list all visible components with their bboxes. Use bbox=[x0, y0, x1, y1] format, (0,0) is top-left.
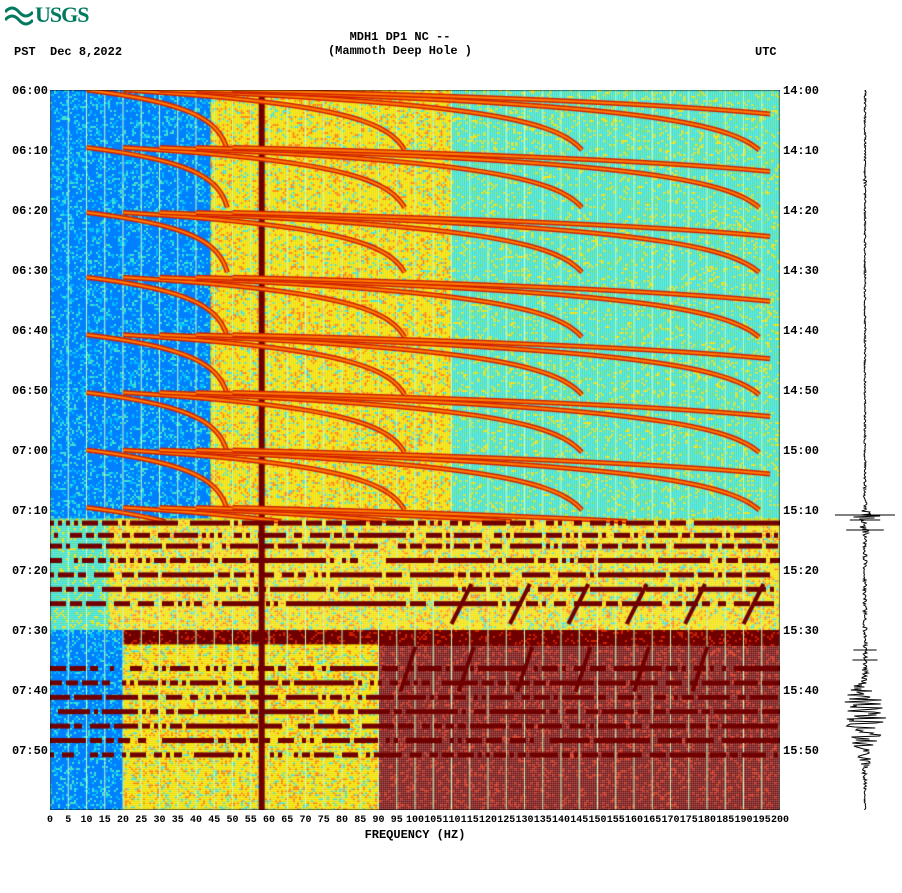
left-tick-label: 06:30 bbox=[8, 264, 48, 278]
x-tick-label: 35 bbox=[168, 815, 188, 826]
right-tick-label: 15:50 bbox=[783, 744, 828, 758]
x-tick-label: 105 bbox=[423, 815, 443, 826]
right-tick-label: 14:50 bbox=[783, 384, 828, 398]
usgs-logo: USGS bbox=[5, 2, 88, 28]
chart-title-line1: MDH1 DP1 NC -- bbox=[0, 30, 800, 44]
x-tick-label: 85 bbox=[350, 815, 370, 826]
x-tick-label: 95 bbox=[387, 815, 407, 826]
x-tick-label: 70 bbox=[296, 815, 316, 826]
x-tick-label: 80 bbox=[332, 815, 352, 826]
left-tick-label: 06:00 bbox=[8, 84, 48, 98]
x-tick-label: 120 bbox=[478, 815, 498, 826]
x-tick-label: 20 bbox=[113, 815, 133, 826]
x-tick-label: 75 bbox=[314, 815, 334, 826]
left-tz-date: PST Dec 8,2022 bbox=[14, 45, 122, 59]
left-tick-label: 06:50 bbox=[8, 384, 48, 398]
right-tick-label: 15:00 bbox=[783, 444, 828, 458]
x-tick-label: 150 bbox=[588, 815, 608, 826]
right-tick-label: 14:10 bbox=[783, 144, 828, 158]
x-tick-label: 90 bbox=[369, 815, 389, 826]
x-tick-label: 100 bbox=[405, 815, 425, 826]
x-tick-label: 140 bbox=[551, 815, 571, 826]
x-tick-label: 195 bbox=[752, 815, 772, 826]
x-tick-label: 200 bbox=[770, 815, 790, 826]
logo-text: USGS bbox=[35, 2, 88, 28]
x-tick-label: 55 bbox=[241, 815, 261, 826]
right-tick-label: 15:40 bbox=[783, 684, 828, 698]
right-tick-label: 14:00 bbox=[783, 84, 828, 98]
x-tick-label: 185 bbox=[715, 815, 735, 826]
right-tick-label: 15:20 bbox=[783, 564, 828, 578]
x-tick-label: 190 bbox=[734, 815, 754, 826]
wave-icon bbox=[5, 4, 33, 26]
x-tick-label: 165 bbox=[642, 815, 662, 826]
right-tick-label: 14:30 bbox=[783, 264, 828, 278]
left-tick-label: 07:50 bbox=[8, 744, 48, 758]
date-label: Dec 8,2022 bbox=[50, 45, 122, 59]
right-tick-label: 15:30 bbox=[783, 624, 828, 638]
x-tick-label: 25 bbox=[131, 815, 151, 826]
right-tick-label: 14:20 bbox=[783, 204, 828, 218]
spectrogram-canvas bbox=[50, 90, 780, 810]
spectrogram-plot bbox=[50, 90, 780, 810]
left-tick-label: 07:10 bbox=[8, 504, 48, 518]
x-tick-label: 125 bbox=[496, 815, 516, 826]
x-tick-label: 145 bbox=[569, 815, 589, 826]
left-tick-label: 07:40 bbox=[8, 684, 48, 698]
x-tick-label: 170 bbox=[661, 815, 681, 826]
x-tick-label: 50 bbox=[223, 815, 243, 826]
left-tick-label: 06:20 bbox=[8, 204, 48, 218]
x-tick-label: 40 bbox=[186, 815, 206, 826]
right-tz: UTC bbox=[755, 45, 777, 59]
x-tick-label: 160 bbox=[624, 815, 644, 826]
x-tick-label: 15 bbox=[95, 815, 115, 826]
x-tick-label: 5 bbox=[58, 815, 78, 826]
x-tick-label: 130 bbox=[515, 815, 535, 826]
waveform-trace bbox=[835, 90, 895, 810]
x-tick-label: 60 bbox=[259, 815, 279, 826]
x-tick-label: 180 bbox=[697, 815, 717, 826]
x-tick-label: 45 bbox=[204, 815, 224, 826]
x-tick-label: 110 bbox=[442, 815, 462, 826]
x-tick-label: 155 bbox=[606, 815, 626, 826]
right-tick-label: 15:10 bbox=[783, 504, 828, 518]
x-tick-label: 0 bbox=[40, 815, 60, 826]
left-tick-label: 06:40 bbox=[8, 324, 48, 338]
x-tick-label: 175 bbox=[679, 815, 699, 826]
left-tick-label: 07:30 bbox=[8, 624, 48, 638]
right-tick-label: 14:40 bbox=[783, 324, 828, 338]
x-tick-label: 115 bbox=[460, 815, 480, 826]
x-tick-label: 30 bbox=[150, 815, 170, 826]
x-tick-label: 65 bbox=[277, 815, 297, 826]
x-tick-label: 135 bbox=[533, 815, 553, 826]
left-tz: PST bbox=[14, 45, 36, 59]
x-axis-title: FREQUENCY (HZ) bbox=[50, 828, 780, 842]
x-tick-label: 10 bbox=[77, 815, 97, 826]
left-tick-label: 07:00 bbox=[8, 444, 48, 458]
left-tick-label: 06:10 bbox=[8, 144, 48, 158]
waveform-path bbox=[845, 90, 886, 810]
left-tick-label: 07:20 bbox=[8, 564, 48, 578]
